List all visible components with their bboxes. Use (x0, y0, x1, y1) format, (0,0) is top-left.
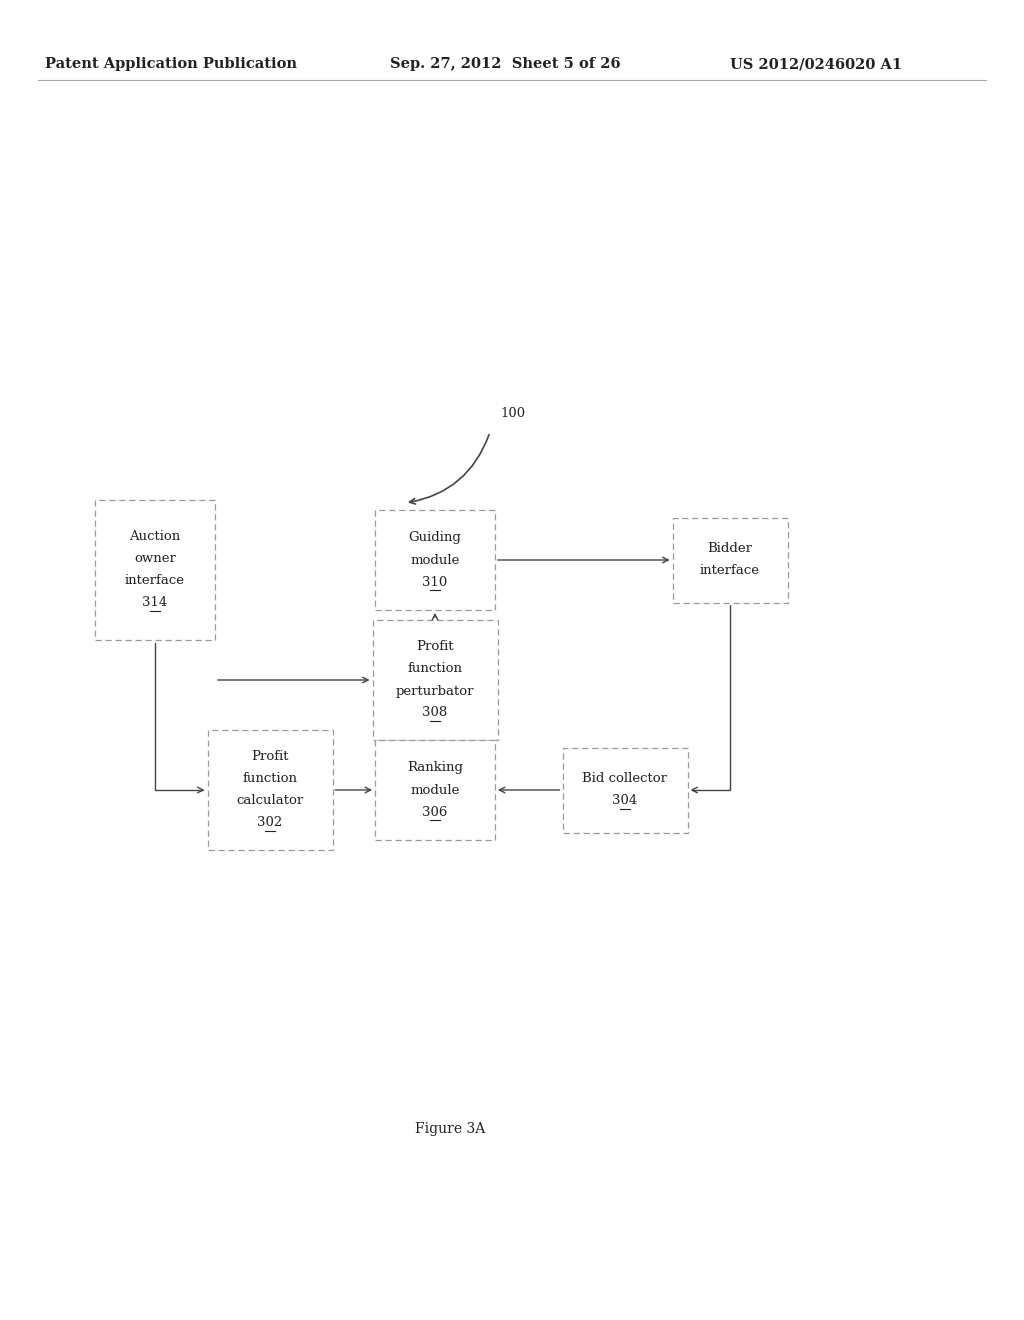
Text: Bid collector: Bid collector (583, 772, 668, 785)
Text: 302: 302 (257, 817, 283, 829)
Text: Sep. 27, 2012  Sheet 5 of 26: Sep. 27, 2012 Sheet 5 of 26 (390, 57, 621, 71)
Text: Figure 3A: Figure 3A (416, 1122, 485, 1135)
Text: owner: owner (134, 553, 176, 565)
Bar (673, 517, 787, 602)
Text: 306: 306 (422, 805, 447, 818)
Text: function: function (408, 663, 463, 676)
Bar (375, 510, 495, 610)
Bar (562, 747, 687, 833)
Bar (208, 730, 333, 850)
Text: calculator: calculator (237, 795, 304, 808)
Text: 100: 100 (500, 407, 525, 420)
Bar (373, 620, 498, 741)
Text: function: function (243, 772, 298, 785)
Text: Profit: Profit (251, 751, 289, 763)
Text: 310: 310 (422, 576, 447, 589)
Text: 308: 308 (422, 706, 447, 719)
Text: Bidder: Bidder (708, 543, 753, 556)
Text: module: module (411, 784, 460, 796)
Text: Profit: Profit (416, 640, 454, 653)
Text: interface: interface (700, 565, 760, 578)
Text: Auction: Auction (129, 531, 180, 544)
Text: perturbator: perturbator (395, 685, 474, 697)
Text: Patent Application Publication: Patent Application Publication (45, 57, 297, 71)
Text: Guiding: Guiding (409, 532, 462, 544)
Text: 314: 314 (142, 597, 168, 610)
Text: US 2012/0246020 A1: US 2012/0246020 A1 (730, 57, 902, 71)
Bar (375, 741, 495, 840)
Text: Ranking: Ranking (407, 762, 463, 775)
Text: module: module (411, 553, 460, 566)
Text: interface: interface (125, 574, 185, 587)
Bar (95, 500, 215, 640)
Text: 304: 304 (612, 795, 638, 808)
